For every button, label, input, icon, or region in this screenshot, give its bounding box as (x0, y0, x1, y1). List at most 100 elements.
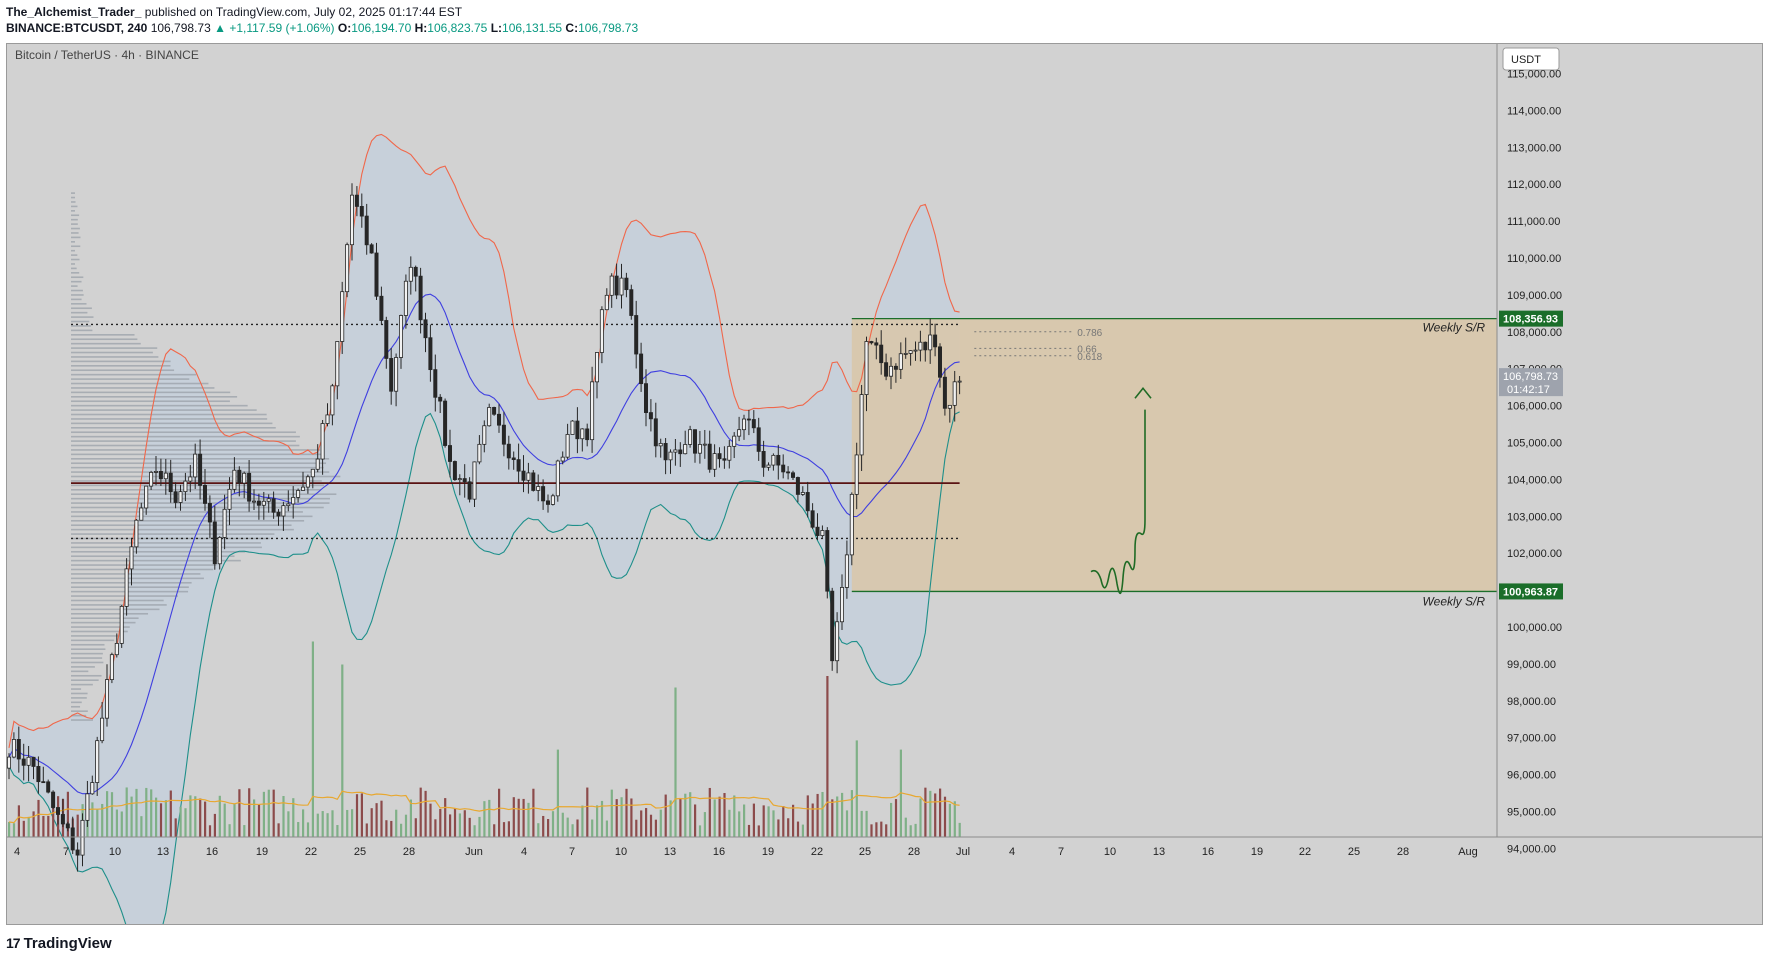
volume-bar (698, 825, 702, 837)
weekly-sr-price-text: 108,356.93 (1503, 314, 1558, 326)
candle-body (124, 568, 129, 607)
volume-bar (228, 824, 231, 837)
volume-bar (811, 803, 814, 837)
time-tick-label: Jun (465, 846, 483, 858)
volume-profile-bar (71, 701, 82, 704)
volume-bar (571, 824, 574, 837)
volume-bar (831, 799, 834, 837)
volume-profile-bar (71, 316, 94, 318)
candle-body (374, 252, 379, 297)
volume-bar (326, 813, 329, 837)
candle-body (212, 521, 217, 565)
candle-body (810, 510, 815, 528)
volume-bar (718, 796, 721, 837)
volume-bar (792, 804, 795, 837)
candle-body (163, 472, 168, 480)
volume-bar (777, 819, 780, 837)
candle-body (884, 362, 889, 377)
candle-body (903, 353, 908, 355)
candle-body (251, 500, 256, 503)
tradingview-brand[interactable]: TradingView (23, 934, 112, 952)
volume-profile-bar (71, 683, 93, 686)
price-chart[interactable]: 0.786 0.660.618 Weekly S/R Weekly S/R Bitcoi… (7, 44, 1762, 924)
author-name[interactable]: The_Alchemist_Trader_ (6, 5, 142, 19)
candle-body (893, 365, 898, 370)
currency-button[interactable] (1502, 47, 1560, 71)
candle-body (202, 485, 207, 504)
volume-bar (649, 814, 653, 837)
volume-bar (630, 798, 633, 837)
candle-body (776, 454, 781, 466)
candle-body (119, 605, 124, 644)
volume-profile-bar (71, 475, 341, 478)
price-tick-label: 106,000.00 (1507, 401, 1562, 413)
candle-body (732, 435, 737, 447)
volume-bar (645, 808, 648, 837)
volume-profile-bar (71, 347, 158, 349)
candle-body (938, 346, 943, 378)
volume-profile-bar (71, 254, 78, 256)
price-tick-label: 100,000.00 (1507, 622, 1562, 634)
volume-profile-bar (71, 537, 270, 540)
volume-bar (850, 790, 853, 837)
volume-profile-bar (71, 210, 75, 212)
candle-body (433, 369, 438, 398)
volume-profile-bar (71, 719, 93, 721)
volume-profile-bar (71, 559, 241, 562)
volume-profile-bar (71, 466, 324, 469)
candle-body (183, 480, 188, 493)
volume-profile-bar (71, 679, 99, 681)
volume-profile-bar (71, 519, 305, 522)
volume-bar (689, 792, 692, 837)
volume-bar (292, 798, 295, 837)
tradingview-logo-icon[interactable]: 17 (6, 935, 21, 951)
candle-body (296, 490, 301, 498)
candles (7, 183, 962, 872)
volume-bar (566, 817, 569, 837)
candle-body (31, 756, 36, 767)
candle-body (717, 453, 722, 460)
volume-bar (395, 809, 398, 837)
candle-body (702, 443, 707, 446)
volume-bar (150, 789, 153, 837)
volume-profile-bar (71, 285, 78, 287)
candle-body (923, 341, 928, 351)
candle-body (727, 445, 732, 461)
price-tick-label: 103,000.00 (1507, 511, 1562, 523)
volume-bar (547, 819, 550, 837)
volume-bar (42, 815, 45, 837)
volume-profile-bar (71, 418, 268, 420)
volume-bar (890, 802, 893, 837)
volume-bar (311, 641, 314, 837)
time-tick-label: 4 (521, 846, 527, 858)
candle-body (795, 477, 800, 495)
time-tick-label: 25 (1348, 846, 1360, 858)
volume-bar (267, 789, 270, 837)
last-price: 106,798.73 (150, 21, 211, 35)
volume-bar (679, 798, 682, 837)
candle-body (207, 503, 212, 523)
volume-bar (542, 815, 545, 837)
volume-profile-bar (71, 546, 262, 549)
price-tick-label: 109,000.00 (1507, 290, 1562, 302)
volume-bar (865, 810, 868, 837)
candle-body (310, 468, 315, 478)
volume-bar (924, 787, 927, 837)
candle-body (129, 546, 134, 570)
symbol-label[interactable]: BINANCE:BTCUSDT, 240 (6, 21, 148, 35)
volume-bar (841, 792, 844, 837)
volume-bar (517, 798, 520, 837)
candle-body (835, 621, 840, 662)
volume-bar (125, 787, 128, 837)
time-tick-label: 7 (569, 846, 575, 858)
candle-body (658, 443, 663, 447)
volume-bar (404, 814, 408, 837)
weekly-sr-price-text: 100,963.87 (1503, 586, 1558, 598)
volume-bar (243, 825, 246, 837)
candle-body (629, 289, 634, 316)
volume-profile-bar (71, 661, 104, 664)
volume-bar (600, 800, 604, 837)
volume-profile-bar (71, 241, 75, 243)
volume-bar (743, 804, 746, 837)
chart-frame[interactable]: 0.786 0.66 0.618 Weekly S/R Weekly S/R Bitcoi… (6, 43, 1763, 925)
